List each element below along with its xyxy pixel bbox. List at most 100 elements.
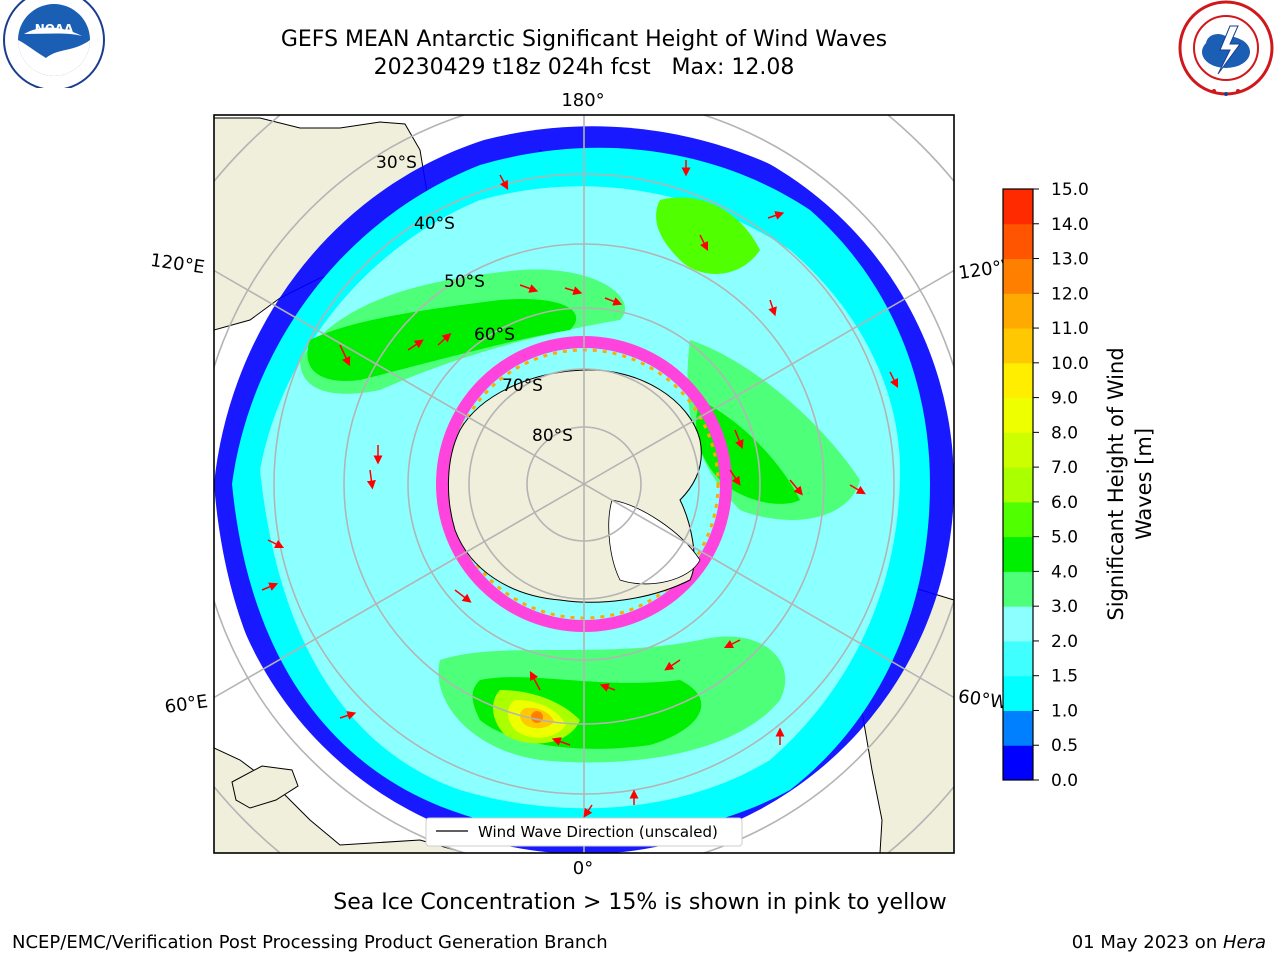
chart-title-line1: GEFS MEAN Antarctic Significant Height o… [280,27,888,52]
wave-band-5-6m [656,197,760,274]
colorbar-label-line2: Waves [m] [1132,428,1156,540]
colorbar-tick-label: 7.0 [1051,458,1078,478]
wind-wave-arrows [261,160,899,818]
colorbar-segment [1003,362,1033,399]
colorbar-tick-label: 6.0 [1051,493,1078,513]
colorbar-segment [1003,606,1033,642]
credit-host: Hera [1222,932,1266,953]
noaa-logo-text: NOAA [35,22,74,36]
colorbar-tick-label: 2.0 [1051,632,1078,652]
credit-right: 01 May 2023 on Hera [1072,932,1266,953]
wave-direction-arrow [339,344,351,367]
wave-direction-arrow [454,589,472,603]
colorbar-ticks: 0.0 0.5 1.0 1.5 2.0 3.0 4.0 5.0 6.0 7.0 8.0 9.0 10.0… [1033,180,1089,791]
colorbar: 0.0 0.5 1.0 1.5 2.0 3.0 4.0 5.0 6.0 7.0 8.0 9.0 10.0… [1002,180,1156,791]
colorbar-segment [1003,536,1033,572]
sea-ice-note: Sea Ice Concentration > 15% is shown in … [333,890,947,915]
wave-direction-arrow [729,469,741,486]
colorbar-segment [1003,223,1033,260]
colorbar-tick-label: 8.0 [1051,423,1078,443]
colorbar-segment [1003,501,1033,538]
lat-label-60s: 60°S [474,325,515,345]
lon-label-60w: 60°W [957,686,1009,714]
wave-direction-arrow [339,711,357,720]
wave-direction-arrow [734,429,744,450]
colorbar-segments [1003,189,1033,781]
colorbar-tick-label: 12.0 [1051,284,1089,304]
legend-label: Wind Wave Direction (unscaled) [478,823,718,841]
latitude-labels: 30°S 40°S 50°S 60°S 70°S 80°S [376,153,573,446]
wave-direction-arrow [768,299,777,317]
wave-direction-arrow [583,804,593,818]
lon-label-60e: 60°E [163,691,209,718]
wave-direction-arrow [789,479,803,496]
colorbar-tick-label: 15.0 [1051,180,1089,200]
colorbar-segment [1003,189,1033,225]
colorbar-segment [1003,467,1033,503]
wave-direction-arrow [723,639,741,649]
lat-label-30s: 30°S [376,153,417,173]
wave-direction-arrow [407,339,424,351]
credit-left: NCEP/EMC/Verification Post Processing Pr… [12,932,608,953]
wave-direction-arrow [599,683,616,692]
colorbar-tick-label: 4.0 [1051,562,1078,582]
colorbar-frame [1002,188,1034,781]
wave-direction-arrow [564,286,583,295]
colorbar-segment [1003,432,1033,468]
colorbar-tick-label: 10.0 [1051,354,1089,374]
colorbar-tick-label: 5.0 [1051,528,1078,548]
chart-title-line2: 20230429 t18z 024h fcst Max: 12.08 [373,55,795,80]
colorbar-segment [1003,640,1033,677]
wave-direction-arrow [849,484,866,495]
colorbar-segment [1003,710,1033,746]
colorbar-tick-label: 1.0 [1051,701,1078,721]
colorbar-segment [1003,571,1033,607]
colorbar-segment [1003,328,1033,364]
colorbar-tick-label: 1.5 [1051,667,1078,687]
colorbar-segment [1003,293,1033,329]
wave-direction-arrow [664,659,681,671]
colorbar-tick-label: 3.0 [1051,597,1078,617]
wave-direction-arrow [261,582,279,591]
africa-landmass [214,747,466,853]
wave-direction-arrow [519,284,539,293]
colorbar-segment [1003,258,1033,294]
map-legend: Wind Wave Direction (unscaled) [425,817,743,847]
lon-label-120e: 120°E [149,250,206,278]
lat-label-50s: 50°S [444,272,485,292]
map-area: Wind Wave Direction (unscaled) [214,115,954,853]
wave-direction-arrow [699,234,709,252]
wave-direction-arrow [267,539,285,549]
lon-label-0: 0° [573,858,593,879]
ross-ice-shelf [608,499,701,585]
lon-label-180: 180° [561,90,604,111]
lat-label-80s: 80°S [532,426,573,446]
meridian-line [214,269,954,699]
wave-direction-arrow [437,332,452,346]
map-frame [213,114,955,854]
credit-date: 01 May 2023 on [1071,932,1223,953]
colorbar-segment [1003,745,1033,781]
wave-maximum [531,711,543,723]
wave-direction-arrow [889,371,899,389]
colorbar-tick-label: 11.0 [1051,319,1089,339]
nws-logo-icon [1178,0,1274,96]
wave-direction-arrow [366,469,376,490]
colorbar-tick-label: 13.0 [1051,250,1089,270]
colorbar-tick-label: 0.5 [1051,736,1078,756]
wave-direction-arrow [499,174,509,190]
lat-label-70s: 70°S [502,376,543,396]
colorbar-label-line1: Significant Height of Wind [1104,347,1128,620]
madagascar-landmass [231,765,299,809]
colorbar-tick-label: 14.0 [1051,215,1089,235]
wave-direction-arrow [604,297,623,306]
colorbar-segment [1003,675,1033,711]
wave-direction-arrow [767,211,785,220]
wave-direction-arrow [551,737,571,746]
colorbar-tick-label: 9.0 [1051,389,1078,409]
noaa-logo-icon: NOAA [3,0,105,88]
graticule [214,115,954,853]
wave-direction-arrow [529,671,541,691]
colorbar-tick-label: 0.0 [1051,771,1078,791]
